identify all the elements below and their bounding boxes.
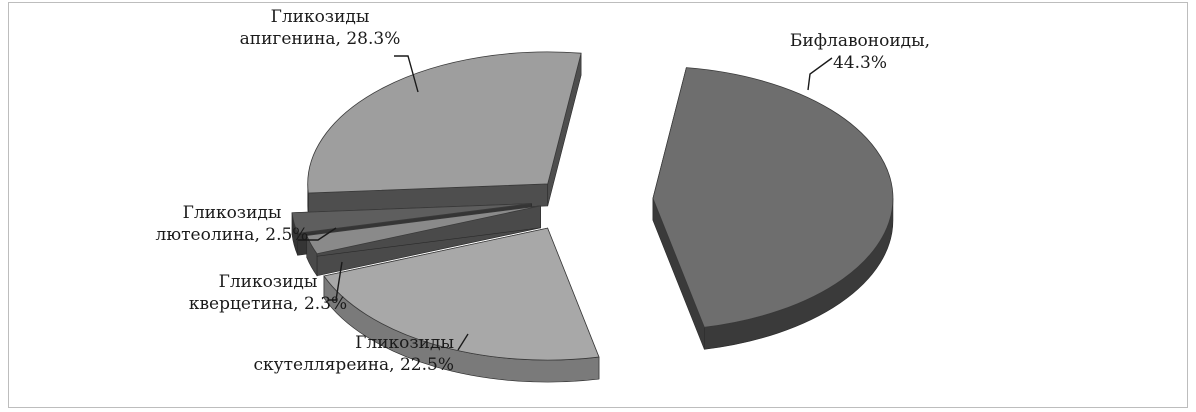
slice-label: Бифлавоноиды, <box>790 31 930 51</box>
leader-line <box>457 333 469 351</box>
slice-label: Гликозиды <box>271 7 370 27</box>
slice-label: кверцетина, 2.3% <box>189 294 347 314</box>
pie-slice-top <box>307 51 582 194</box>
pie-slice <box>323 227 600 383</box>
chart-frame <box>8 2 1188 408</box>
slice-label: скутелляреина, 22.5% <box>254 355 455 375</box>
slice-label: апигенина, 28.3% <box>240 29 401 49</box>
leader-line <box>394 55 419 93</box>
pie-slice <box>307 51 582 216</box>
pie-slice-top <box>323 227 600 361</box>
pie-slice-top <box>306 205 541 255</box>
pie-slice <box>306 205 541 277</box>
slice-label: лютеолина, 2.5% <box>156 225 309 245</box>
leader-line <box>328 261 343 301</box>
leader-line <box>298 227 337 241</box>
slice-label: Гликозиды <box>219 272 318 292</box>
slice-label: Гликозиды <box>355 333 454 353</box>
leader-line <box>807 57 833 91</box>
pie-slice <box>652 67 894 350</box>
pie-slice-top <box>652 67 894 328</box>
pie-slice-top <box>291 203 532 234</box>
slice-label: 44.3% <box>833 53 887 73</box>
slice-label: Гликозиды <box>183 203 282 223</box>
